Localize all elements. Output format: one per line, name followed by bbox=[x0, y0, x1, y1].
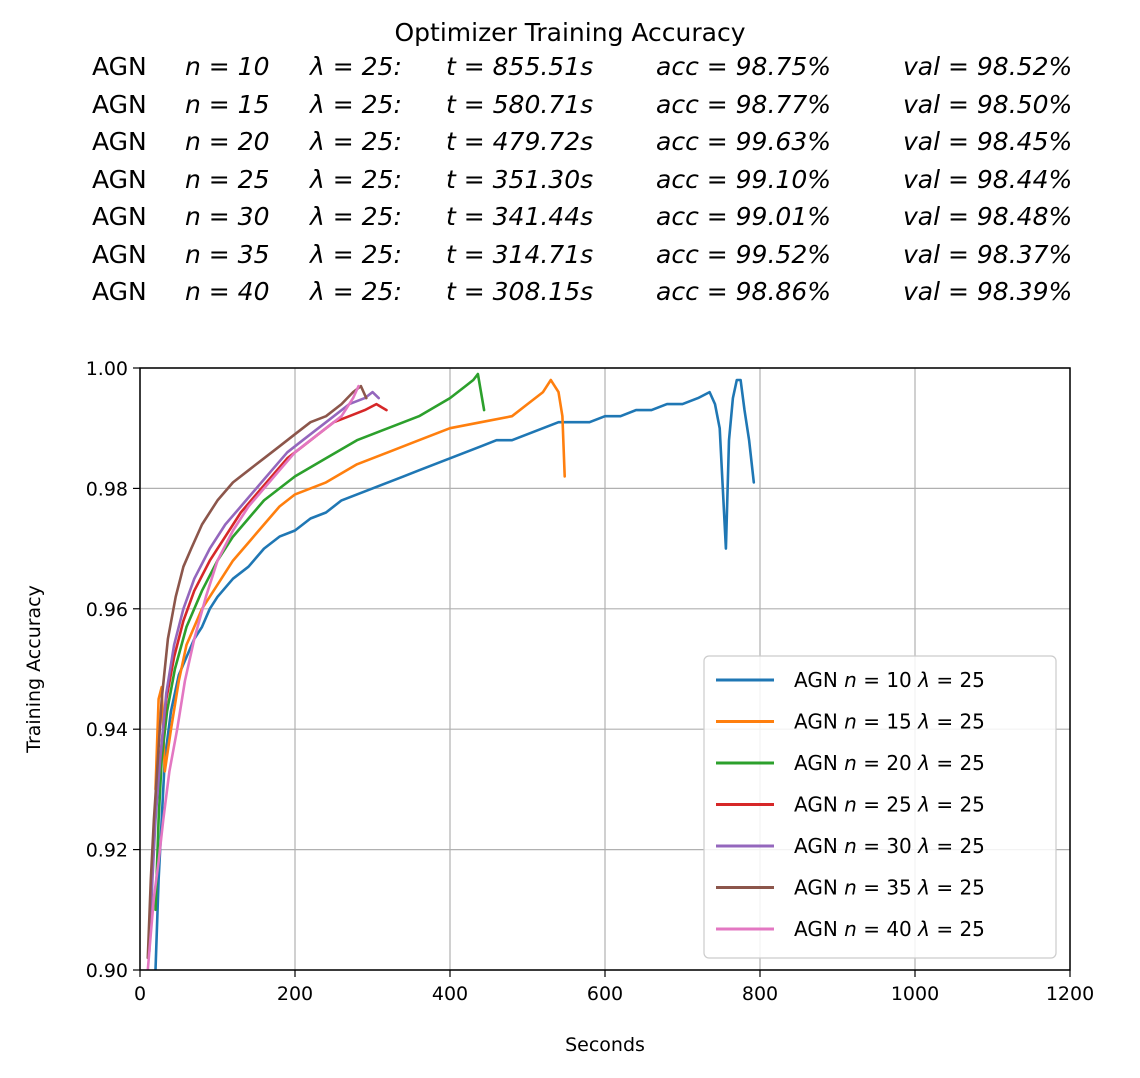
summary-lambda: λ = 25: bbox=[310, 239, 402, 269]
summary-n: n = 20 bbox=[185, 127, 270, 156]
summary-acc: acc = 99.52% bbox=[656, 239, 831, 269]
legend: AGN n = 10 λ = 25 AGN n = 15 λ = 25 AGN n … bbox=[703, 655, 1057, 959]
summary-val: val = 98.37% bbox=[903, 239, 1073, 269]
summary-val: val = 98.45% bbox=[903, 127, 1073, 156]
summary-optimizer: AGN bbox=[92, 52, 147, 81]
summary-acc: acc = 98.75% bbox=[656, 52, 831, 81]
summary-lambda: λ = 25: bbox=[310, 89, 402, 119]
series-line-n40 bbox=[146, 384, 360, 970]
legend-entry: AGN n = 25 λ = 25 bbox=[794, 793, 985, 817]
x-tick-label: 1200 bbox=[1046, 983, 1094, 1005]
summary-n: n = 10 bbox=[185, 52, 270, 81]
chart-title: Optimizer Training Accuracy bbox=[394, 18, 746, 47]
summary-line: AGN n = 30 λ = 25: t = 341.44s acc = 99.01% v… bbox=[0, 202, 1140, 240]
legend-entry: AGN n = 15 λ = 25 bbox=[794, 710, 985, 734]
summary-acc: acc = 99.10% bbox=[656, 164, 831, 194]
y-tick-label: 0.90 bbox=[86, 960, 128, 982]
summary-lambda: λ = 25: bbox=[310, 164, 402, 194]
x-tick-label: 600 bbox=[587, 983, 623, 1005]
summary-n: n = 25 bbox=[185, 164, 270, 194]
y-axis-label: Training Accuracy bbox=[23, 585, 45, 754]
summary-optimizer: AGN bbox=[92, 127, 147, 156]
summary-val: val = 98.50% bbox=[903, 89, 1073, 119]
summary-time: t = 314.71s bbox=[446, 239, 594, 269]
summary-optimizer: AGN bbox=[92, 89, 147, 119]
x-axis-label: Seconds bbox=[565, 1034, 645, 1056]
y-tick-label: 0.92 bbox=[86, 840, 128, 862]
summary-n: n = 30 bbox=[185, 202, 270, 231]
summary-line: AGN n = 25 λ = 25: t = 351.30s acc = 99.10% v… bbox=[0, 165, 1140, 203]
series-line-n15 bbox=[154, 378, 567, 791]
series-line-n35 bbox=[146, 384, 368, 960]
legend-entry: AGN n = 35 λ = 25 bbox=[794, 876, 985, 900]
summary-lambda: λ = 25: bbox=[310, 127, 402, 156]
y-tick-label: 0.94 bbox=[86, 719, 128, 741]
summary-acc: acc = 98.77% bbox=[656, 89, 831, 119]
y-tick-label: 1.00 bbox=[86, 358, 128, 380]
summary-acc: acc = 99.01% bbox=[656, 202, 831, 231]
summary-line: AGN n = 10 λ = 25: t = 855.51s acc = 98.75% v… bbox=[0, 52, 1140, 90]
summary-time: t = 855.51s bbox=[446, 52, 594, 81]
x-tick-label: 800 bbox=[742, 983, 778, 1005]
y-tick-label: 0.96 bbox=[86, 599, 128, 621]
summary-time: t = 351.30s bbox=[446, 164, 594, 194]
summary-acc: acc = 98.86% bbox=[656, 277, 831, 306]
x-tick-label: 0 bbox=[134, 983, 146, 1005]
summary-val: val = 98.48% bbox=[903, 202, 1073, 231]
summary-acc: acc = 99.63% bbox=[656, 127, 831, 156]
x-tick-label: 400 bbox=[432, 983, 468, 1005]
summary-line: AGN n = 15 λ = 25: t = 580.71s acc = 98.77% v… bbox=[0, 90, 1140, 128]
summary-line: AGN n = 20 λ = 25: t = 479.72s acc = 99.63% v… bbox=[0, 127, 1140, 165]
axis-ticks: 0 200 400 600 800 1000 1200 0.90 0.92 0.94 0.96 0.9… bbox=[86, 358, 1094, 1005]
series-line-n20 bbox=[154, 372, 486, 912]
summary-n: n = 35 bbox=[185, 239, 270, 269]
summary-optimizer: AGN bbox=[92, 239, 147, 269]
summary-time: t = 341.44s bbox=[446, 202, 594, 231]
summary-time: t = 580.71s bbox=[446, 89, 594, 119]
legend-entry: AGN n = 20 λ = 25 bbox=[794, 751, 985, 775]
summary-line: AGN n = 40 λ = 25: t = 308.15s acc = 98.86% v… bbox=[0, 277, 1140, 315]
summary-lambda: λ = 25: bbox=[310, 52, 402, 81]
y-tick-label: 0.98 bbox=[86, 478, 128, 500]
summary-n: n = 15 bbox=[185, 89, 270, 119]
x-tick-label: 200 bbox=[277, 983, 313, 1005]
summary-val: val = 98.44% bbox=[903, 164, 1073, 194]
legend-entry: AGN n = 40 λ = 25 bbox=[794, 917, 985, 941]
summary-val: val = 98.39% bbox=[903, 277, 1073, 306]
chart-title-block: Optimizer Training Accuracy bbox=[0, 14, 1140, 52]
summary-lambda: λ = 25: bbox=[310, 277, 402, 306]
series-lines bbox=[146, 372, 756, 970]
summary-lambda: λ = 25: bbox=[310, 202, 402, 231]
series-line-n10 bbox=[154, 378, 756, 970]
summary-optimizer: AGN bbox=[92, 277, 147, 306]
summary-val: val = 98.52% bbox=[903, 52, 1073, 81]
legend-entry: AGN n = 30 λ = 25 bbox=[794, 834, 985, 858]
legend-box bbox=[703, 655, 1057, 959]
summary-optimizer: AGN bbox=[92, 164, 147, 194]
summary-line: AGN n = 35 λ = 25: t = 314.71s acc = 99.52% v… bbox=[0, 240, 1140, 278]
series-line-n30 bbox=[148, 390, 381, 954]
legend-entry: AGN n = 10 λ = 25 bbox=[794, 668, 985, 692]
summary-n: n = 40 bbox=[185, 277, 270, 306]
x-tick-label: 1000 bbox=[891, 983, 939, 1005]
summary-optimizer: AGN bbox=[92, 202, 147, 231]
summary-time: t = 308.15s bbox=[446, 277, 594, 306]
summary-time: t = 479.72s bbox=[446, 127, 594, 156]
